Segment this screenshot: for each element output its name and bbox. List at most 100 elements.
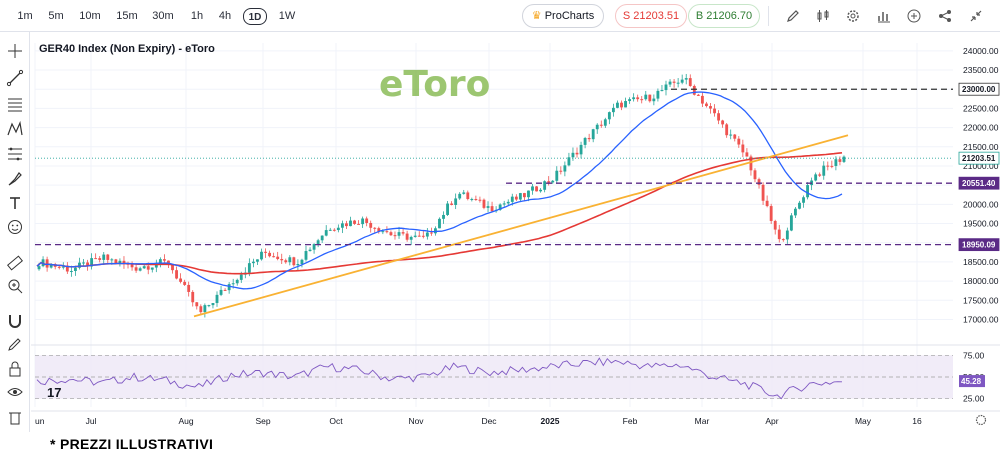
candle (268, 252, 272, 257)
indicators-icon[interactable] (876, 8, 892, 24)
magnet-icon[interactable] (6, 312, 24, 330)
candle (150, 267, 154, 270)
candle (345, 223, 348, 227)
lock-icon[interactable] (6, 360, 24, 378)
timeframe-15m[interactable]: 15m (116, 10, 138, 22)
buy-button[interactable]: B 21206.70 (688, 4, 760, 28)
candle (227, 284, 231, 291)
candle (575, 152, 579, 155)
candle (98, 258, 102, 260)
candle (195, 302, 199, 307)
y-tick-label: 23500.00 (963, 65, 999, 75)
y-tick-label: 21500.00 (963, 142, 999, 152)
plus-circle-icon[interactable] (906, 8, 922, 24)
trash-icon[interactable] (6, 408, 24, 426)
candle (417, 235, 421, 237)
candle (442, 214, 445, 219)
fib-icon[interactable] (6, 145, 24, 163)
candle (405, 233, 409, 240)
x-tick-label: 16 (912, 416, 922, 426)
candle (802, 197, 805, 203)
collapse-icon[interactable] (968, 8, 984, 24)
candle (498, 204, 502, 210)
pencil-lock-icon[interactable] (6, 335, 24, 353)
chart-area[interactable]: eToro GER40 Index (Non Expiry) - eToro 240… (31, 33, 1000, 432)
candle (571, 152, 575, 158)
timeframe-1m[interactable]: 1m (17, 10, 33, 22)
candle (37, 266, 41, 270)
timeframe-5m[interactable]: 5m (48, 10, 64, 22)
candle (620, 102, 623, 108)
candle (276, 256, 280, 260)
candle (721, 120, 725, 125)
timeframe-1w[interactable]: 1W (278, 10, 296, 22)
candle (365, 218, 369, 223)
crosshair-icon[interactable] (6, 42, 24, 60)
candle (114, 259, 118, 264)
candle (134, 267, 138, 271)
candle (838, 159, 842, 162)
candle (510, 196, 514, 202)
candle (312, 244, 316, 250)
candle (777, 229, 781, 240)
timeframe-1h[interactable]: 1h (190, 10, 204, 22)
x-tick-label: Apr (765, 416, 778, 426)
procharts-button[interactable]: ♛ ProCharts (522, 4, 604, 28)
candle (830, 165, 834, 167)
zoom-in-icon[interactable] (6, 277, 24, 295)
candle (328, 229, 332, 231)
candle (717, 113, 721, 121)
candle (251, 261, 255, 264)
y-tick-label: 18500.00 (963, 257, 999, 267)
candle (264, 251, 267, 253)
candle (446, 203, 449, 215)
candle (466, 192, 470, 200)
timeframe-30m[interactable]: 30m (152, 10, 174, 22)
candle (789, 215, 793, 231)
brush-icon[interactable] (6, 170, 24, 188)
candle (401, 232, 405, 234)
candle (409, 236, 413, 240)
chart-title: GER40 Index (Non Expiry) - eToro (39, 43, 215, 55)
x-tick-label: Oct (329, 416, 343, 426)
sell-button[interactable]: S 21203.51 (615, 4, 687, 28)
gear-icon[interactable] (845, 8, 861, 24)
candle (551, 180, 555, 183)
timeframe-10m[interactable]: 10m (79, 10, 101, 22)
ruler-icon[interactable] (6, 254, 24, 272)
candle (450, 203, 454, 205)
candle (231, 283, 235, 285)
candle (818, 174, 822, 176)
text-icon[interactable] (6, 194, 24, 212)
level-23000-label: 23000.00 (962, 85, 996, 94)
y-tick-label: 22000.00 (963, 123, 999, 133)
candle (393, 235, 397, 237)
pencil-icon[interactable] (785, 8, 801, 24)
emoji-icon[interactable] (6, 218, 24, 236)
level-23000-tag (958, 82, 1000, 96)
candle (340, 223, 344, 228)
candle (539, 189, 543, 192)
candle (482, 199, 486, 208)
candle (171, 264, 174, 271)
candle (45, 259, 49, 268)
candle (769, 206, 773, 221)
horizontal-lines-icon[interactable] (6, 95, 24, 113)
candle (65, 266, 69, 272)
price-chart[interactable]: eToro GER40 Index (Non Expiry) - eToro 240… (31, 33, 1000, 432)
candle (567, 157, 571, 166)
eye-icon[interactable] (6, 383, 24, 401)
candle (361, 218, 365, 225)
candle (555, 170, 559, 181)
pattern-icon[interactable] (6, 120, 24, 138)
trendline-icon[interactable] (6, 69, 24, 87)
candle (357, 223, 360, 225)
x-tick-label: 2025 (541, 416, 560, 426)
candles-icon[interactable] (815, 8, 831, 24)
timeframe-4h[interactable]: 4h (218, 10, 232, 22)
timeframe-1d[interactable]: 1D (243, 8, 267, 25)
sma-50-line (36, 91, 843, 290)
candle (300, 259, 304, 265)
candle (474, 199, 478, 201)
share-icon[interactable] (937, 8, 953, 24)
